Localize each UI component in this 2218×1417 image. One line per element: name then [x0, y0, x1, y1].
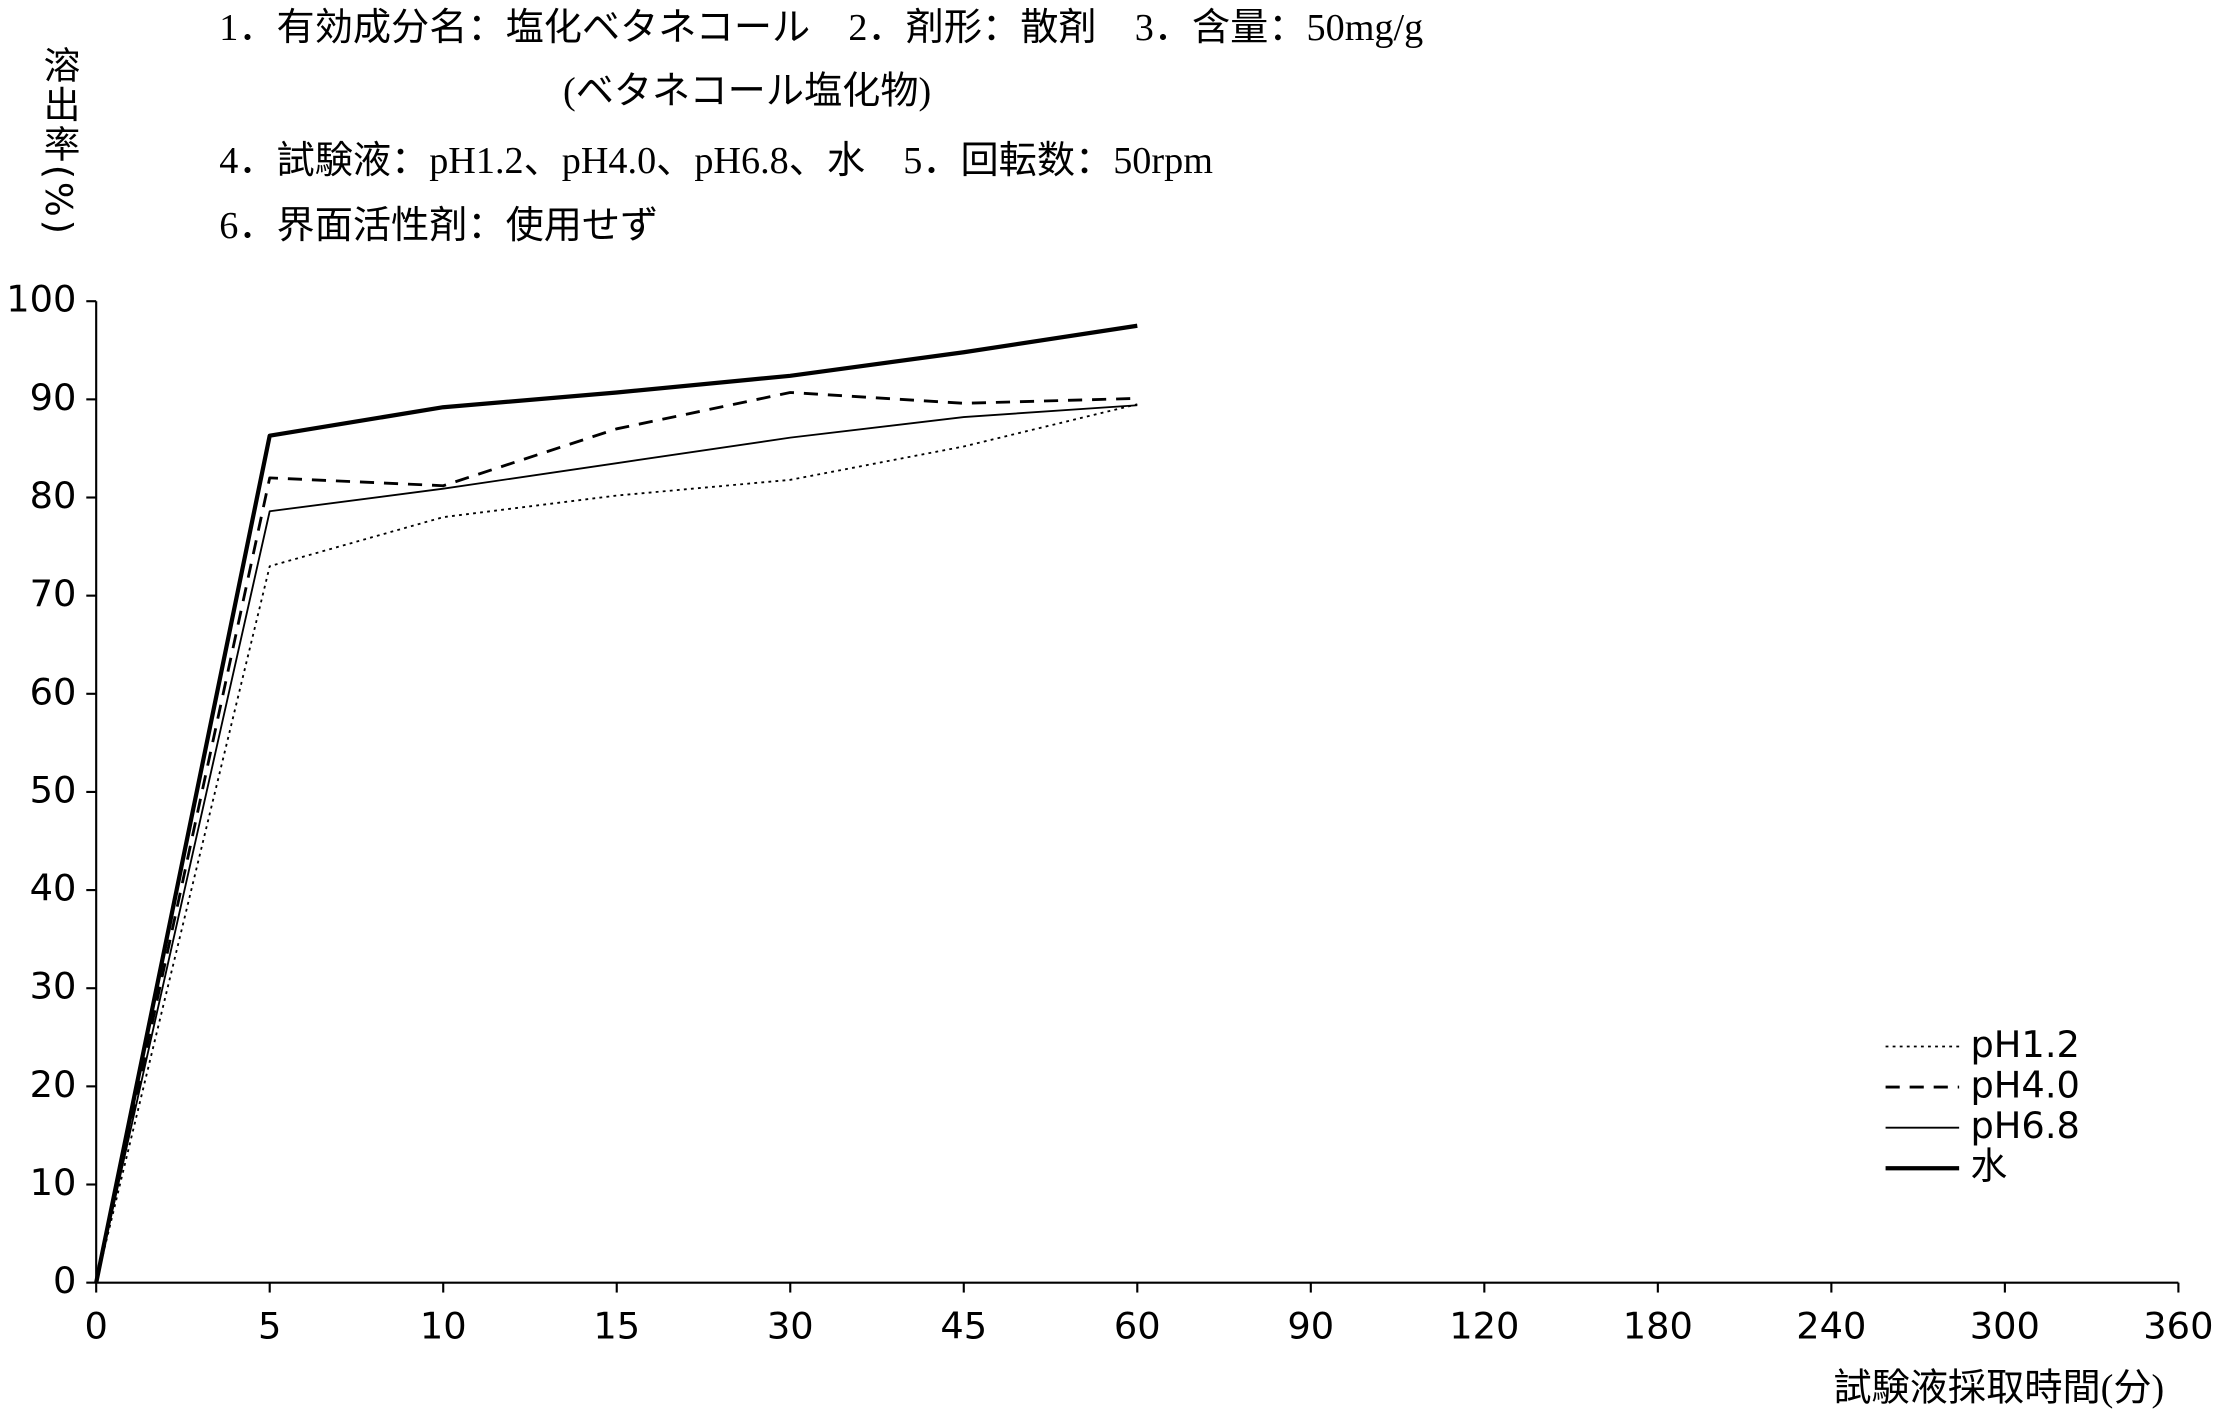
series-line — [95, 404, 1138, 1283]
y-tick-label: 50 — [30, 768, 77, 811]
legend-label: pH1.2 — [1970, 1023, 2079, 1066]
x-tick-label: 30 — [767, 1304, 814, 1347]
x-tick-label: 300 — [1970, 1304, 2040, 1347]
x-axis-label: 試験液採取時間(分) — [1833, 1366, 2164, 1409]
x-tick-label: 45 — [940, 1304, 987, 1347]
x-tick-label: 15 — [593, 1304, 640, 1347]
y-axis-label: 溶出率(%) — [37, 46, 80, 237]
header-line: 1．有効成分名：塩化ベタネコール 2．剤形：散剤 3．含量：50mg/g — [219, 6, 1423, 49]
x-tick-label: 10 — [420, 1304, 467, 1347]
y-tick-label: 20 — [30, 1063, 77, 1106]
y-tick-label: 30 — [30, 965, 77, 1008]
y-tick-label: 90 — [30, 376, 77, 419]
series-line — [94, 391, 1138, 1283]
x-tick-label: 180 — [1623, 1304, 1693, 1347]
legend-label: pH6.8 — [1970, 1104, 2079, 1147]
legend-label: pH4.0 — [1970, 1064, 2079, 1107]
x-tick-label: 5 — [258, 1304, 281, 1347]
y-tick-label: 60 — [30, 670, 77, 713]
x-tick-label: 120 — [1449, 1304, 1519, 1347]
y-tick-label: 80 — [30, 474, 77, 517]
x-tick-label: 360 — [2143, 1304, 2213, 1347]
y-tick-label: 40 — [30, 867, 77, 910]
y-tick-label: 70 — [30, 572, 77, 615]
x-tick-label: 0 — [84, 1304, 107, 1347]
header-line: 6．界面活性剤：使用せず — [219, 204, 658, 247]
x-tick-label: 90 — [1287, 1304, 1334, 1347]
series-line — [95, 403, 1138, 1283]
x-tick-label: 60 — [1114, 1304, 1161, 1347]
header-line: 4．試験液：pH1.2、pH4.0、pH6.8、水 5．回転数：50rpm — [219, 139, 1213, 182]
y-tick-label: 0 — [53, 1259, 76, 1302]
y-tick-label: 100 — [6, 278, 76, 321]
y-tick-label: 10 — [30, 1161, 77, 1204]
header-line: (ベタネコール塩化物) — [563, 71, 931, 113]
legend-label: 水 — [1970, 1145, 2007, 1188]
x-tick-label: 240 — [1796, 1304, 1866, 1347]
series-line — [94, 323, 1138, 1284]
